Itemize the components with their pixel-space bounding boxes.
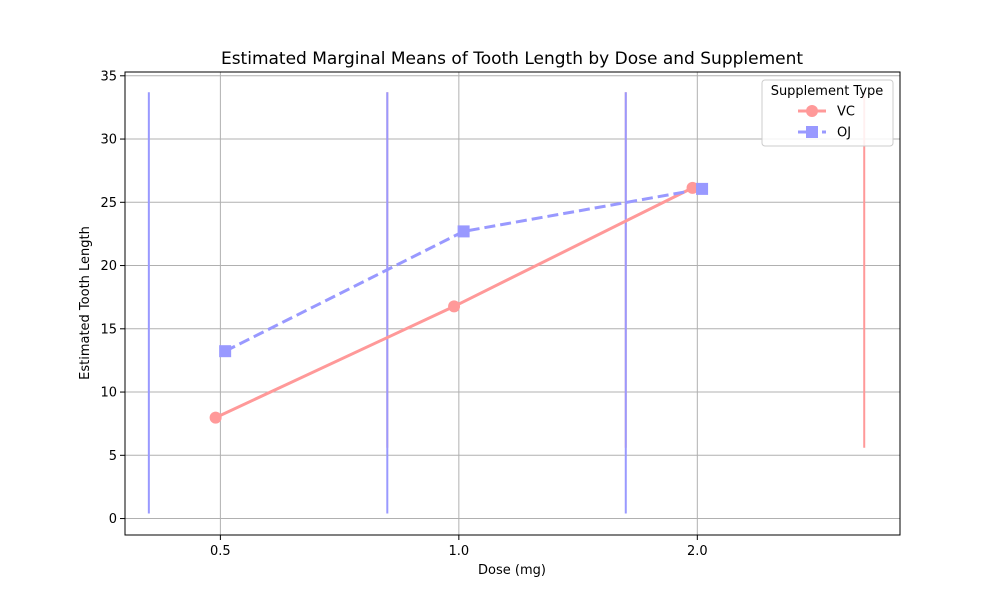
oj-series-line [224,187,703,353]
oj-point [696,182,709,195]
y-tick-label: 0 [109,512,117,527]
y-tick-label: 5 [109,449,117,464]
legend: Supplement Type VC OJ [761,79,894,147]
x-tick-label: 1.0 [449,544,470,559]
y-tick-label: 15 [100,322,117,337]
y-tick-label: 20 [100,259,117,274]
vc-point [686,181,699,194]
legend-title: Supplement Type [771,84,884,99]
grid [125,72,900,535]
legend-label-vc: VC [837,105,855,120]
y-tick-label: 25 [100,196,117,211]
legend-marker-vc [806,105,818,117]
series-markers [209,181,709,424]
legend-box [761,79,894,147]
x-axis: 0.5 1.0 2.0 [210,535,708,559]
legend-marker-oj [806,126,818,138]
oj-point [457,225,470,238]
vc-point [209,411,222,424]
y-tick-label: 10 [100,386,117,401]
y-axis-label: Estimated Tooth Length [78,226,93,380]
y-tick-label: 30 [100,133,117,148]
y-axis: 0 5 10 15 20 25 30 35 [100,69,125,527]
legend-label-oj: OJ [837,126,851,141]
x-axis-label: Dose (mg) [478,563,546,578]
error-bars [147,92,866,514]
vc-point [448,300,461,313]
plot-frame [124,71,901,536]
x-tick-label: 0.5 [210,544,231,559]
oj-point [219,345,232,358]
chart-title: Estimated Marginal Means of Tooth Length… [221,49,803,69]
y-tick-label: 35 [100,69,117,84]
x-tick-label: 2.0 [687,544,708,559]
